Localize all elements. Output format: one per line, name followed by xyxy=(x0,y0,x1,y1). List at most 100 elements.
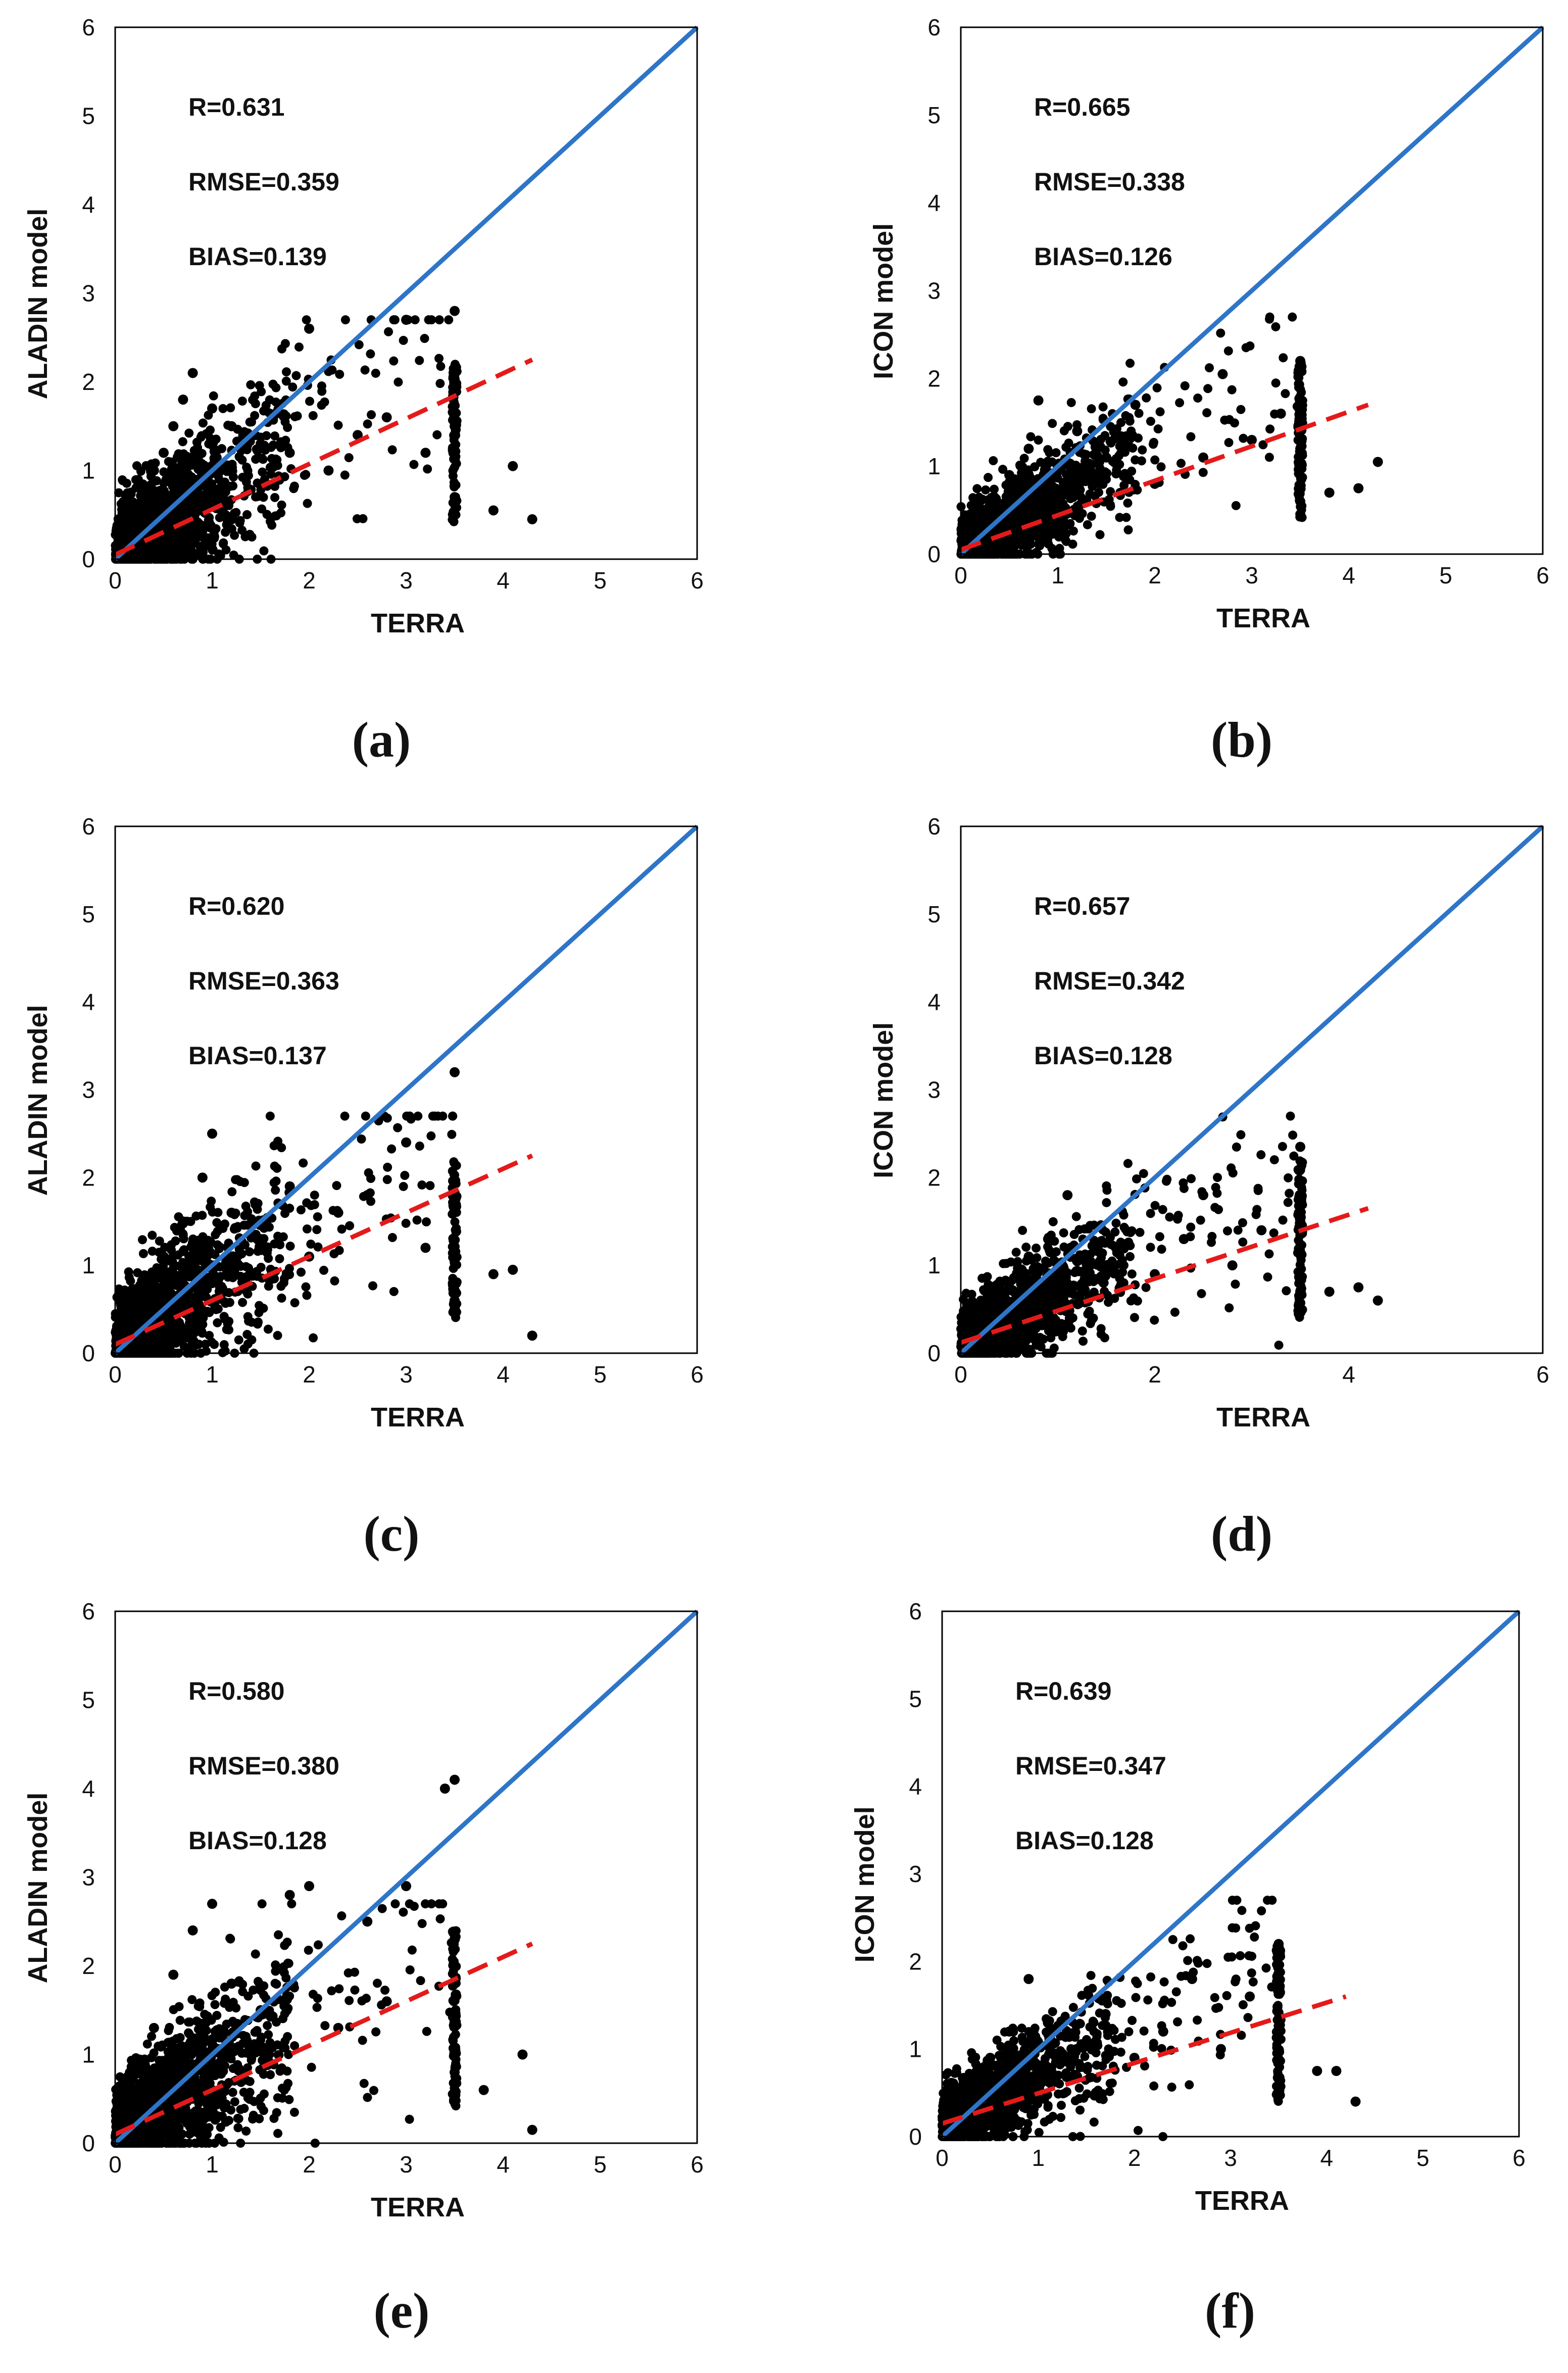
scatter-point xyxy=(139,483,150,493)
scatter-point xyxy=(245,417,255,427)
scatter-point xyxy=(1021,1243,1031,1252)
scatter-point xyxy=(448,1273,458,1283)
x-tick-label: 3 xyxy=(400,567,413,594)
scatter-point xyxy=(148,501,158,511)
scatter-point xyxy=(1071,1212,1081,1221)
y-tick-label: 0 xyxy=(927,541,941,567)
scatter-point xyxy=(410,315,420,325)
scatter-point xyxy=(184,428,194,438)
scatter-point xyxy=(508,461,518,471)
scatter-point xyxy=(1072,426,1083,436)
scatter-point xyxy=(448,368,458,377)
scatter-point xyxy=(253,478,262,488)
scatter-point xyxy=(129,510,140,520)
x-tick-label: 6 xyxy=(691,1361,704,1388)
scatter-point xyxy=(1032,1243,1041,1253)
scatter-point xyxy=(181,546,190,556)
scatter-point xyxy=(1353,483,1364,493)
scatter-point xyxy=(290,1298,300,1308)
scatter-point xyxy=(1156,462,1166,472)
scatter-point xyxy=(1296,481,1306,490)
x-tick-label: 3 xyxy=(400,1361,413,1388)
scatter-point xyxy=(984,473,993,482)
scatter-point xyxy=(434,315,444,325)
scatter-point xyxy=(361,1111,370,1121)
scatter-point xyxy=(178,394,188,405)
scatter-point xyxy=(401,1137,411,1148)
scatter-point xyxy=(1061,535,1070,545)
scatter-point xyxy=(213,1318,222,1327)
scatter-point xyxy=(320,397,329,407)
scatter-point xyxy=(173,1250,183,1260)
scatter-point xyxy=(1023,443,1034,454)
scatter-point xyxy=(1227,385,1237,394)
x-tick-label: 1 xyxy=(206,567,219,594)
scatter-point xyxy=(171,537,180,547)
scatter-point xyxy=(168,1265,177,1274)
scatter-point xyxy=(173,452,182,462)
point-cloud xyxy=(956,312,1383,559)
scatter-point xyxy=(1279,353,1288,363)
scatter-point xyxy=(242,510,252,519)
scatter-point xyxy=(387,1144,397,1154)
scatter-point xyxy=(218,479,228,489)
scatter-point xyxy=(296,1267,306,1277)
scatter-point xyxy=(1231,1279,1240,1289)
scatter-point xyxy=(994,524,1004,534)
scatter-point xyxy=(276,508,286,518)
scatter-point xyxy=(434,354,444,363)
scatter-point xyxy=(226,421,237,431)
scatter-point xyxy=(278,1232,288,1242)
scatter-point xyxy=(125,502,135,512)
scatter-point xyxy=(148,1247,157,1256)
scatter-point xyxy=(203,1284,212,1294)
scatter-point xyxy=(1295,471,1305,480)
scatter-point xyxy=(193,457,203,466)
scatter-point xyxy=(1264,1249,1274,1259)
scatter-point xyxy=(415,356,424,365)
scatter-point xyxy=(277,1293,286,1303)
scatter-point xyxy=(1271,378,1281,388)
scatter-point xyxy=(450,1295,460,1306)
scatter-point xyxy=(241,1201,251,1211)
scatter-point xyxy=(206,1248,216,1257)
stat-annotation: BIAS=0.126 xyxy=(1034,242,1172,271)
scatter-point xyxy=(269,1178,279,1188)
scatter-point xyxy=(291,371,301,380)
scatter-point xyxy=(985,496,995,507)
scatter-point xyxy=(281,376,291,386)
scatter-point xyxy=(405,1111,415,1121)
scatter-point xyxy=(366,1174,376,1183)
scatter-point xyxy=(1236,405,1246,414)
scatter-point xyxy=(332,1181,341,1191)
scatter-point xyxy=(265,517,275,526)
scatter-point xyxy=(401,315,411,325)
scatter-point xyxy=(120,1321,130,1332)
scatter-point xyxy=(223,1272,233,1282)
scatter-point xyxy=(265,1111,275,1121)
x-tick-label: 0 xyxy=(954,562,967,588)
y-tick-label: 2 xyxy=(927,365,941,391)
scatter-point xyxy=(232,1253,241,1263)
scatter-point xyxy=(309,1333,318,1343)
scatter-point xyxy=(1093,440,1103,450)
scatter-point xyxy=(239,1344,249,1354)
scatter-point xyxy=(175,504,184,514)
scatter-point xyxy=(192,505,202,515)
scatter-point xyxy=(1011,485,1021,495)
scatter-point xyxy=(299,1158,308,1168)
scatter-point xyxy=(1294,379,1303,388)
scatter-point xyxy=(217,1282,226,1292)
y-tick-label: 6 xyxy=(927,14,941,40)
y-axis-title: ALADIN model xyxy=(23,1005,53,1196)
scatter-point xyxy=(449,454,459,464)
scatter-point xyxy=(399,1181,408,1191)
scatter-point xyxy=(302,1291,312,1300)
scatter-point xyxy=(409,460,419,469)
scatter-point xyxy=(137,1305,147,1314)
scatter-point xyxy=(256,438,266,449)
panel-label: (b) xyxy=(1211,712,1272,768)
scatter-point xyxy=(1101,452,1111,463)
